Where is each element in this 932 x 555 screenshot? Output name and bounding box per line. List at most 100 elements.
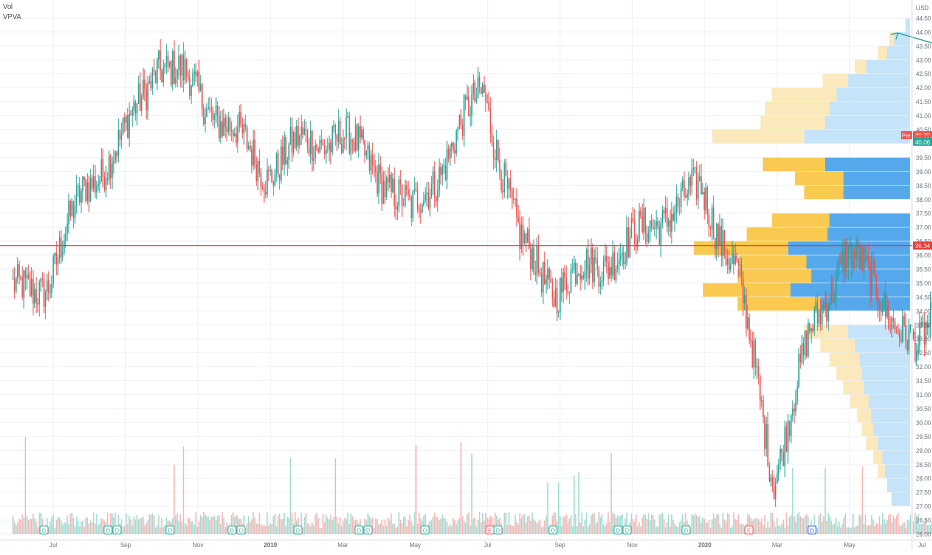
- volume-bar: [667, 522, 668, 534]
- candle-body: [301, 127, 302, 135]
- volume-bar: [197, 527, 198, 534]
- candle-body: [597, 259, 598, 270]
- candle-body: [901, 340, 902, 342]
- volume-bar: [907, 520, 908, 534]
- volume-bar: [20, 520, 21, 534]
- volume-bar: [226, 522, 227, 534]
- volume-profile-down: [827, 227, 910, 240]
- candle-body: [377, 172, 378, 194]
- volume-profile-down: [885, 465, 910, 478]
- candle-body: [487, 102, 488, 103]
- candle-body: [535, 272, 536, 274]
- candle-body: [122, 118, 123, 134]
- volume-bar: [558, 483, 559, 534]
- candle-body: [522, 225, 523, 244]
- volume-profile-up: [772, 88, 836, 101]
- candle-body: [59, 238, 60, 259]
- volume-bar: [124, 526, 125, 534]
- candle-body: [563, 272, 564, 292]
- y-tick-label: 27.00: [916, 505, 932, 511]
- volume-bar: [380, 524, 381, 534]
- volume-bar: [381, 520, 382, 534]
- candle-body: [667, 208, 668, 227]
- volume-bar: [284, 513, 285, 534]
- candle-body: [897, 331, 898, 333]
- candle-body: [431, 184, 432, 197]
- y-tick-label: 42.50: [916, 72, 932, 78]
- candle-body: [693, 168, 694, 171]
- volume-bar: [606, 523, 607, 534]
- candle-body: [347, 116, 348, 117]
- volume-profile-down: [873, 423, 910, 436]
- volume-bar: [732, 526, 733, 534]
- volume-bar: [563, 517, 564, 534]
- candle-body: [105, 178, 106, 190]
- volume-bar: [248, 516, 249, 534]
- candle-body: [338, 121, 339, 142]
- volume-profile-down: [859, 353, 910, 366]
- candle-body: [572, 269, 573, 270]
- candle-body: [822, 305, 823, 325]
- candle-body: [417, 190, 418, 210]
- volume-profile-up: [761, 116, 825, 129]
- candle-body: [157, 59, 158, 83]
- volume-bar: [186, 525, 187, 534]
- candle-body: [243, 124, 244, 134]
- candle-body: [220, 121, 221, 138]
- volume-bar: [457, 521, 458, 534]
- volume-bar: [870, 525, 871, 534]
- x-tick-label: Nov: [627, 543, 638, 549]
- volume-bar: [733, 512, 734, 534]
- candle-body: [859, 253, 860, 270]
- candle-body: [138, 84, 139, 104]
- candle-body: [456, 131, 457, 154]
- volume-bar: [130, 519, 131, 534]
- candle-body: [386, 178, 387, 197]
- volume-bar: [211, 517, 212, 534]
- candle-body: [729, 259, 730, 270]
- volume-profile-up: [804, 325, 848, 338]
- event-marker-label: D: [168, 529, 172, 535]
- volume-bar: [663, 519, 664, 534]
- candle-body: [16, 278, 17, 291]
- volume-bar: [639, 522, 640, 534]
- volume-bar: [659, 515, 660, 534]
- volume-profile-up: [747, 227, 828, 240]
- volume-bar: [378, 525, 379, 534]
- volume-bar: [51, 517, 52, 534]
- candle-body: [473, 83, 474, 95]
- x-tick-label: Mar: [772, 543, 782, 549]
- candle-body: [541, 274, 542, 293]
- candle-body: [276, 153, 277, 173]
- candle-body: [823, 305, 824, 308]
- volume-profile-up: [694, 241, 788, 254]
- candle-body: [504, 163, 505, 192]
- candle-body: [88, 182, 89, 201]
- candle-body: [339, 121, 340, 144]
- volume-bar: [598, 512, 599, 534]
- currency-label: USD: [916, 6, 929, 12]
- volume-bar: [291, 513, 292, 534]
- volume-bar: [209, 520, 210, 534]
- candle-body: [225, 118, 226, 127]
- candle-body: [870, 263, 871, 294]
- volume-bar: [316, 513, 317, 534]
- volume-bar: [467, 514, 468, 534]
- candle-body: [746, 295, 747, 328]
- candle-body: [12, 278, 13, 279]
- candle-body: [632, 218, 633, 221]
- candle-body: [505, 163, 506, 175]
- volume-profile-up: [703, 283, 790, 296]
- volume-bar: [91, 522, 92, 534]
- volume-bar: [530, 521, 531, 534]
- candle-body: [614, 253, 615, 281]
- candle-body: [646, 234, 647, 242]
- candle-body: [518, 217, 519, 222]
- candle-body: [307, 130, 308, 147]
- candle-body: [214, 115, 215, 120]
- volume-profile-up: [804, 186, 843, 199]
- volume-bar: [400, 520, 401, 534]
- volume-bar: [377, 519, 378, 534]
- candle-body: [880, 310, 881, 312]
